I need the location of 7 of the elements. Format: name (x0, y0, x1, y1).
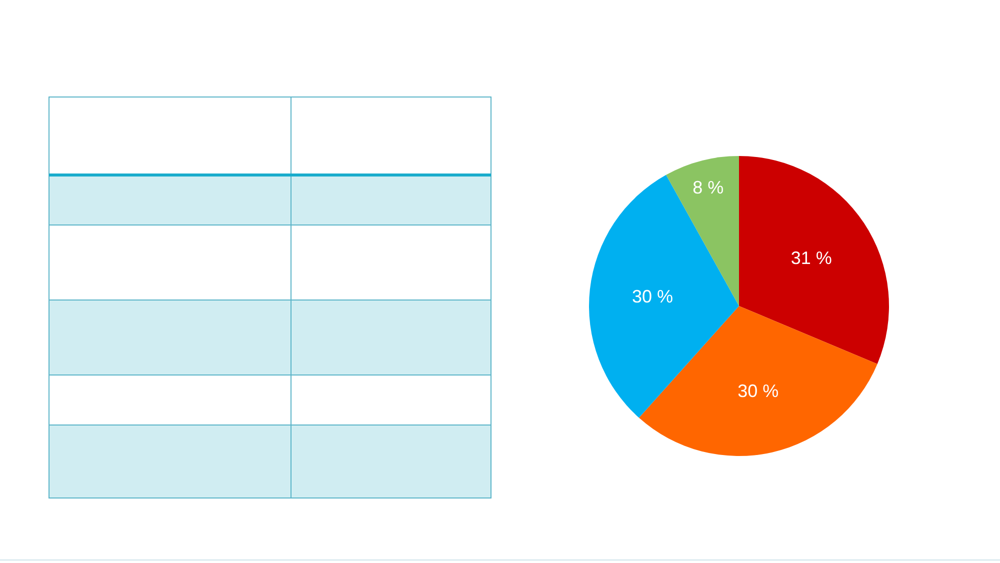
data-label: 8 % (692, 177, 724, 198)
data-label: 31 % (790, 248, 832, 268)
data-label: 30 % (632, 286, 674, 307)
pie-slice (589, 174, 739, 418)
data-label: 30 % (738, 381, 779, 402)
pie-slice (638, 306, 878, 456)
pie-slice (739, 156, 889, 364)
